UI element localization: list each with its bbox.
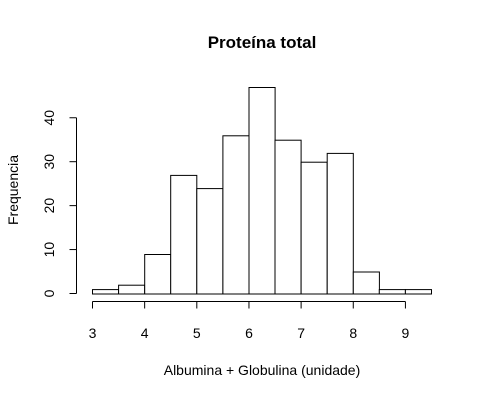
histogram-bar bbox=[352, 271, 380, 295]
histogram-bar bbox=[248, 87, 276, 295]
histogram-bars bbox=[92, 87, 432, 295]
x-tick-label: 9 bbox=[402, 325, 410, 341]
histogram-bar bbox=[196, 188, 224, 295]
histogram-bar bbox=[92, 289, 120, 295]
histogram-bar bbox=[274, 139, 302, 295]
x-axis-label: Albumina + Globulina (unidade) bbox=[164, 362, 361, 378]
histogram-bar bbox=[326, 152, 354, 295]
x-tick-label: 7 bbox=[297, 325, 305, 341]
x-tick-label: 4 bbox=[141, 325, 149, 341]
y-tick-label: 10 bbox=[41, 242, 57, 258]
y-tick-label: 40 bbox=[41, 110, 57, 126]
x-tick-label: 3 bbox=[89, 325, 97, 341]
y-tick-label: 0 bbox=[41, 289, 57, 297]
y-tick-label: 30 bbox=[41, 154, 57, 170]
y-tick-label: 20 bbox=[41, 198, 57, 214]
histogram-bar bbox=[378, 289, 406, 295]
histogram-bar bbox=[222, 135, 250, 295]
histogram-bar bbox=[144, 254, 172, 295]
x-tick-label: 6 bbox=[245, 325, 253, 341]
x-axis: 3 4 5 6 7 8 9 bbox=[89, 301, 410, 341]
y-axis: 0 10 20 30 40 bbox=[41, 110, 77, 297]
histogram-bar bbox=[300, 161, 328, 295]
histogram-bar bbox=[170, 174, 198, 295]
chart-title: Proteína total bbox=[208, 33, 317, 52]
x-tick-label: 5 bbox=[193, 325, 201, 341]
x-tick-label: 8 bbox=[349, 325, 357, 341]
histogram-bar bbox=[118, 284, 146, 295]
histogram-bar bbox=[404, 289, 432, 295]
y-axis-label: Frequencia bbox=[5, 155, 21, 225]
